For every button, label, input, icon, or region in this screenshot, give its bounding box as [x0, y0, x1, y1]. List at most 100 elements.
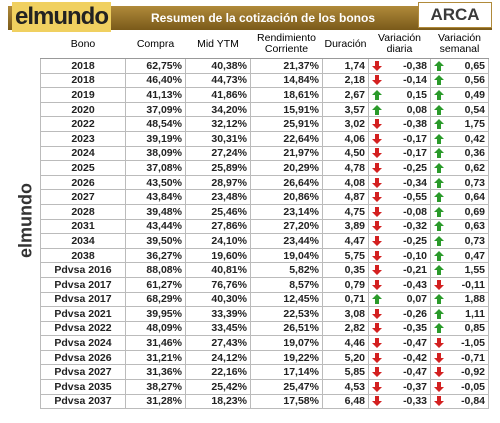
arrow-down	[372, 148, 382, 159]
cell: 25,91%	[250, 116, 323, 132]
table-row: 2018 62,75% 40,38% 21,37% 1,74 -0,38 0,65	[40, 58, 489, 74]
column-header: Compra	[125, 30, 186, 59]
cell-text: -0,25	[403, 161, 427, 174]
column-header: Duración	[322, 30, 369, 59]
cell-text: -0,21	[403, 264, 427, 277]
cell: 62,75%	[125, 58, 186, 74]
arrow-down	[434, 279, 444, 290]
cell: 2031	[40, 218, 126, 235]
cell: -0,14	[368, 72, 431, 89]
cell: 37,09%	[125, 101, 186, 118]
cell: 43,50%	[125, 174, 186, 191]
arrow-shape	[372, 396, 382, 407]
cell-text: 0,64	[464, 191, 485, 204]
cell-text: 23,44%	[283, 234, 319, 247]
arrow-up	[434, 148, 444, 159]
cell-text: 48,54%	[146, 118, 182, 131]
cell: 39,48%	[125, 203, 186, 220]
cell-text: 19,22%	[283, 351, 319, 364]
cell: Pdvsa 2021	[40, 306, 126, 322]
cell-text: 27,86%	[211, 220, 247, 233]
cell-text: -0,35	[403, 322, 427, 335]
arrow-up	[372, 104, 382, 115]
cell-text: Pdvsa 2027	[54, 366, 112, 379]
arrow-shape	[372, 279, 382, 290]
cell: -0,34	[368, 174, 431, 191]
cell-text: 15,91%	[283, 103, 319, 116]
cell: 5,82%	[250, 262, 323, 278]
table-row: 2023 39,19% 30,31% 22,64% 4,06 -0,17 0,42	[40, 130, 489, 147]
cell-text: 5,85	[344, 366, 365, 379]
cell-text: 19,60%	[211, 249, 247, 262]
cell: 3,57	[322, 101, 369, 118]
arrow-up	[434, 60, 444, 71]
cell: -0,55	[368, 189, 431, 205]
cell: -0,32	[368, 218, 431, 235]
cell-text: 43,44%	[146, 220, 182, 233]
cell: Pdvsa 2037	[40, 393, 126, 410]
cell: 40,38%	[185, 58, 251, 74]
column-header: Variación diaria	[368, 30, 431, 59]
cell: 33,45%	[185, 320, 251, 337]
cell: 22,64%	[250, 130, 323, 147]
cell-text: 17,14%	[283, 366, 319, 379]
arrow-shape	[372, 192, 382, 203]
cell-text: -0,84	[461, 395, 485, 408]
table-row: 2025 37,08% 25,89% 20,29% 4,78 -0,25 0,62	[40, 160, 489, 176]
cell-text: 0,63	[464, 220, 485, 233]
cell-text: -0,08	[403, 205, 427, 218]
arrow-shape	[434, 235, 444, 246]
cell: 0,07	[368, 291, 431, 308]
cell-text: 2020	[71, 103, 95, 116]
cell: 32,12%	[185, 116, 251, 132]
cell-text: -0,26	[403, 307, 427, 320]
cell-text: 20,29%	[283, 161, 319, 174]
cell: 4,78	[322, 160, 369, 176]
cell: 17,58%	[250, 393, 323, 410]
table-row: 2018 46,40% 44,73% 14,84% 2,18 -0,14 0,56	[40, 72, 489, 89]
cell: 30,31%	[185, 130, 251, 147]
cell-text: 25,42%	[211, 380, 247, 393]
arrow-shape	[372, 75, 382, 86]
arrow-down	[372, 133, 382, 144]
side-logo: elmundo	[6, 150, 40, 310]
cell: 0,69	[430, 203, 489, 220]
arrow-shape	[434, 133, 444, 144]
cell-text: Pdvsa 2017	[54, 278, 112, 291]
cell-text: 22,53%	[283, 307, 319, 320]
cell-text: -0,17	[403, 132, 427, 145]
arrow-shape	[434, 367, 444, 378]
cell-text: 1,75	[464, 118, 485, 131]
cell-text: 31,21%	[146, 351, 182, 364]
arrow-shape	[434, 162, 444, 173]
arrow-down	[372, 396, 382, 407]
arrow-shape	[434, 323, 444, 334]
cell-text: 76,76%	[211, 278, 247, 291]
cell-text: 30,31%	[211, 132, 247, 145]
cell-text: -0,55	[403, 191, 427, 204]
cell: 0,79	[322, 276, 369, 293]
arrow-shape	[434, 279, 444, 290]
cell-text: 43,50%	[146, 176, 182, 189]
cell: 2019	[40, 87, 126, 103]
arrow-shape	[372, 162, 382, 173]
cell: -0,35	[368, 320, 431, 337]
table-row: 2022 48,54% 32,12% 25,91% 3,02 -0,38 1,75	[40, 116, 489, 132]
cell: 44,73%	[185, 72, 251, 89]
cell-text: 0,73	[464, 234, 485, 247]
cell-text: 0,69	[464, 205, 485, 218]
cell-text: -1,05	[461, 337, 485, 350]
arrow-up	[372, 89, 382, 100]
cell: -0,21	[368, 262, 431, 278]
cell: -0,84	[430, 393, 489, 410]
cell: 0,54	[430, 101, 489, 118]
cell: 22,53%	[250, 306, 323, 322]
cell-text: -0,17	[403, 147, 427, 160]
cell-text: 2022	[71, 118, 95, 131]
cell: 26,51%	[250, 320, 323, 337]
arrow-down	[372, 221, 382, 232]
cell-text: 26,64%	[283, 176, 319, 189]
arrow-shape	[434, 104, 444, 115]
cell: 25,89%	[185, 160, 251, 176]
cell: 39,50%	[125, 233, 186, 249]
